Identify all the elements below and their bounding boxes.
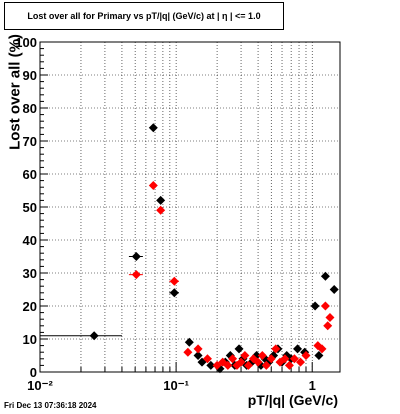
chart-title: Lost over all for Primary vs pT/|q| (GeV… xyxy=(4,2,284,30)
data-point xyxy=(184,337,194,347)
tick-labels: 0 10 20 30 40 50 60 70 80 90 100 10⁻² 10⁻¹ 1 xyxy=(15,35,316,393)
data-point xyxy=(148,123,158,133)
data-point xyxy=(193,344,203,354)
data-point xyxy=(317,344,327,354)
series-group xyxy=(40,123,339,374)
x-tick-label: 10⁻² xyxy=(27,378,53,393)
x-tick-label: 1 xyxy=(309,378,316,393)
data-point xyxy=(271,344,281,354)
plot-frame xyxy=(39,41,341,373)
data-point xyxy=(323,321,333,331)
y-tick-label: 0 xyxy=(30,365,37,380)
data-point xyxy=(301,351,311,360)
data-point xyxy=(280,354,290,364)
axes xyxy=(39,41,341,373)
x-axis-label: pT/|q| (GeV/c) xyxy=(247,392,338,408)
data-point xyxy=(148,181,158,191)
grid-lines xyxy=(40,42,340,372)
y-tick-label: 20 xyxy=(23,299,37,314)
data-point xyxy=(206,360,216,370)
data-point xyxy=(131,270,141,280)
x-tick-label: 10⁻¹ xyxy=(163,378,189,393)
y-axis-label: Lost over all (%) xyxy=(6,34,24,150)
data-point xyxy=(314,351,324,360)
data-point xyxy=(131,252,141,261)
y-tick-label: 80 xyxy=(23,101,37,116)
series-group xyxy=(128,181,335,370)
data-point xyxy=(169,288,179,298)
y-tick-label: 60 xyxy=(23,167,37,182)
data-point xyxy=(156,205,166,215)
data-point xyxy=(266,354,276,364)
data-point xyxy=(257,351,267,360)
data-point xyxy=(228,354,238,364)
data-point xyxy=(261,360,271,370)
data-point xyxy=(329,285,339,294)
data-point xyxy=(156,195,166,205)
data-point xyxy=(223,360,233,370)
y-tick-label: 50 xyxy=(23,200,37,215)
data-point xyxy=(253,357,263,367)
data-point xyxy=(295,357,305,367)
data-point xyxy=(89,331,99,341)
y-tick-label: 70 xyxy=(23,134,37,149)
data-point xyxy=(202,354,212,364)
data-point xyxy=(310,301,320,311)
data-point xyxy=(320,271,330,281)
data-point xyxy=(234,344,244,354)
data-point xyxy=(183,347,193,357)
data-point xyxy=(243,360,253,370)
data-point xyxy=(325,313,335,323)
y-tick-label: 40 xyxy=(23,233,37,248)
data-point xyxy=(240,351,250,360)
data-point xyxy=(289,354,299,364)
data-point xyxy=(236,357,246,367)
y-tick-label: 90 xyxy=(23,68,37,83)
data-point xyxy=(169,276,179,286)
data-point xyxy=(293,344,303,354)
data-series xyxy=(40,123,339,374)
footer-timestamp: Fri Dec 13 07:36:18 2024 xyxy=(4,401,97,410)
data-point xyxy=(320,301,330,311)
y-tick-label: 100 xyxy=(15,35,37,50)
y-tick-label: 30 xyxy=(23,266,37,281)
y-tick-label: 10 xyxy=(23,332,37,347)
data-point xyxy=(284,360,294,370)
data-point xyxy=(193,351,203,360)
